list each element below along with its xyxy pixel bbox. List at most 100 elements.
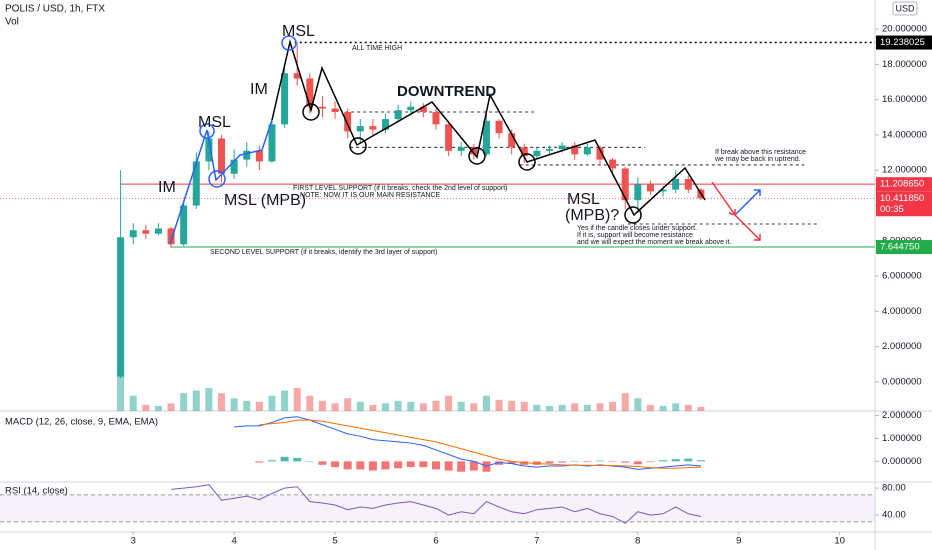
candle-body [154,228,162,234]
volume-bar [318,400,326,411]
candle-body [230,159,238,174]
volume-bar [394,400,402,411]
histogram-bar [293,457,302,462]
candle-body [243,150,251,160]
circle [281,35,297,51]
candle-body [634,184,642,201]
price-label: 19.238025 [880,37,925,48]
currency-box[interactable] [892,1,918,16]
candle-body [520,147,528,157]
candle-body [470,147,478,155]
histogram-bar [684,458,693,462]
volume-bar [659,405,667,411]
annotation: Yes if the candle closes under support. [577,225,697,232]
histogram-bar [671,459,680,462]
volume-bar [672,403,680,411]
candle-body [583,147,591,155]
candle-body [684,179,692,190]
x-tick-label: 10 [834,536,845,547]
volume-bar [533,404,541,411]
histogram-bar [621,461,630,463]
y-tick-label: 4.000000 [882,306,922,317]
candle-body [508,133,516,148]
candle-body [546,149,554,151]
arrow-head [754,234,761,241]
circle [624,206,642,224]
y-tick-label: 16.000000 [882,94,927,105]
candle-body [117,237,125,377]
currency: USD [895,3,915,13]
volume-bar [571,403,579,411]
x-tick-label: 8 [635,536,640,547]
volume-bar [495,399,503,411]
blue-impulse [169,119,273,245]
candle-body [407,106,415,111]
volume-bar [331,403,339,411]
candle-body [369,126,377,130]
volume-bar [356,401,364,411]
annotation: MSL [567,191,600,208]
x-tick-label: 7 [534,536,539,547]
price-label-box [876,177,932,192]
candle-body [457,147,465,151]
annotation: FIRST LEVEL SUPPORT (if it breaks, check… [293,185,508,192]
annotation: (MPB)? [565,207,619,224]
volume-bar [684,404,692,411]
histogram-bar [482,461,491,472]
y-tick-label: 40.00 [882,510,906,521]
y-tick-label: 0.000000 [882,456,922,467]
volume-bar [243,400,251,411]
annotation: If it is, support will become resistance [577,232,693,239]
circle [468,147,486,165]
y-tick-label: 6.000000 [882,271,922,282]
histogram-bar [444,461,453,471]
price-label: 11.208650 [880,179,924,190]
histogram-bar [331,461,340,468]
y-tick-label: 12.000000 [882,165,927,176]
indicator-line [234,416,701,470]
volume-bar [558,404,566,411]
histogram-bar [343,461,352,470]
annotation: If break above this resistance [715,149,806,156]
symbol: POLIS / USD, 1h, FTX [5,4,105,15]
down-arrow [734,214,761,241]
volume-bar [306,395,314,411]
histogram-bar [520,461,529,465]
candle-body [167,228,175,245]
histogram-bar [368,461,377,471]
black-zigzag [271,39,706,217]
circle [302,103,320,121]
candle-body [192,161,200,206]
candle-body [394,110,402,120]
volume-bar [129,395,137,411]
histogram-bar [545,461,554,464]
histogram-bar [305,461,314,462]
volume-bar [192,390,200,411]
y-tick-label: 20.000000 [882,24,927,35]
price-label-box [876,35,932,50]
volume-bar [205,388,213,411]
candle-body [419,106,427,113]
histogram-bar [431,461,440,470]
annotations: IM MSL IM MSL (MPB) MSL DOWNTREND ALL TI… [158,23,806,256]
histogram-bar [507,461,516,464]
x-tick-label: 4 [231,536,236,547]
volume-bar [508,400,516,411]
y-tick-label: 1.000000 [882,433,922,444]
rsi-band [0,494,875,522]
candle-body [129,230,137,238]
macd-title: MACD (12, 26, close, 9, EMA, EMA) [5,417,158,428]
candle-body [268,124,276,162]
candle-body [356,126,364,132]
volume-bar [596,403,604,411]
histogram-bar [419,461,428,468]
candle-body [218,138,226,174]
volume-bar [268,395,276,411]
candle-body [331,108,339,113]
x-tick-label: 3 [131,536,136,547]
circle [518,153,536,171]
candle-body [596,147,604,160]
annotation: SECOND LEVEL SUPPORT (if it breaks, iden… [210,249,437,256]
histogram-bar [659,460,668,462]
annotation: DOWNTREND [397,83,496,100]
